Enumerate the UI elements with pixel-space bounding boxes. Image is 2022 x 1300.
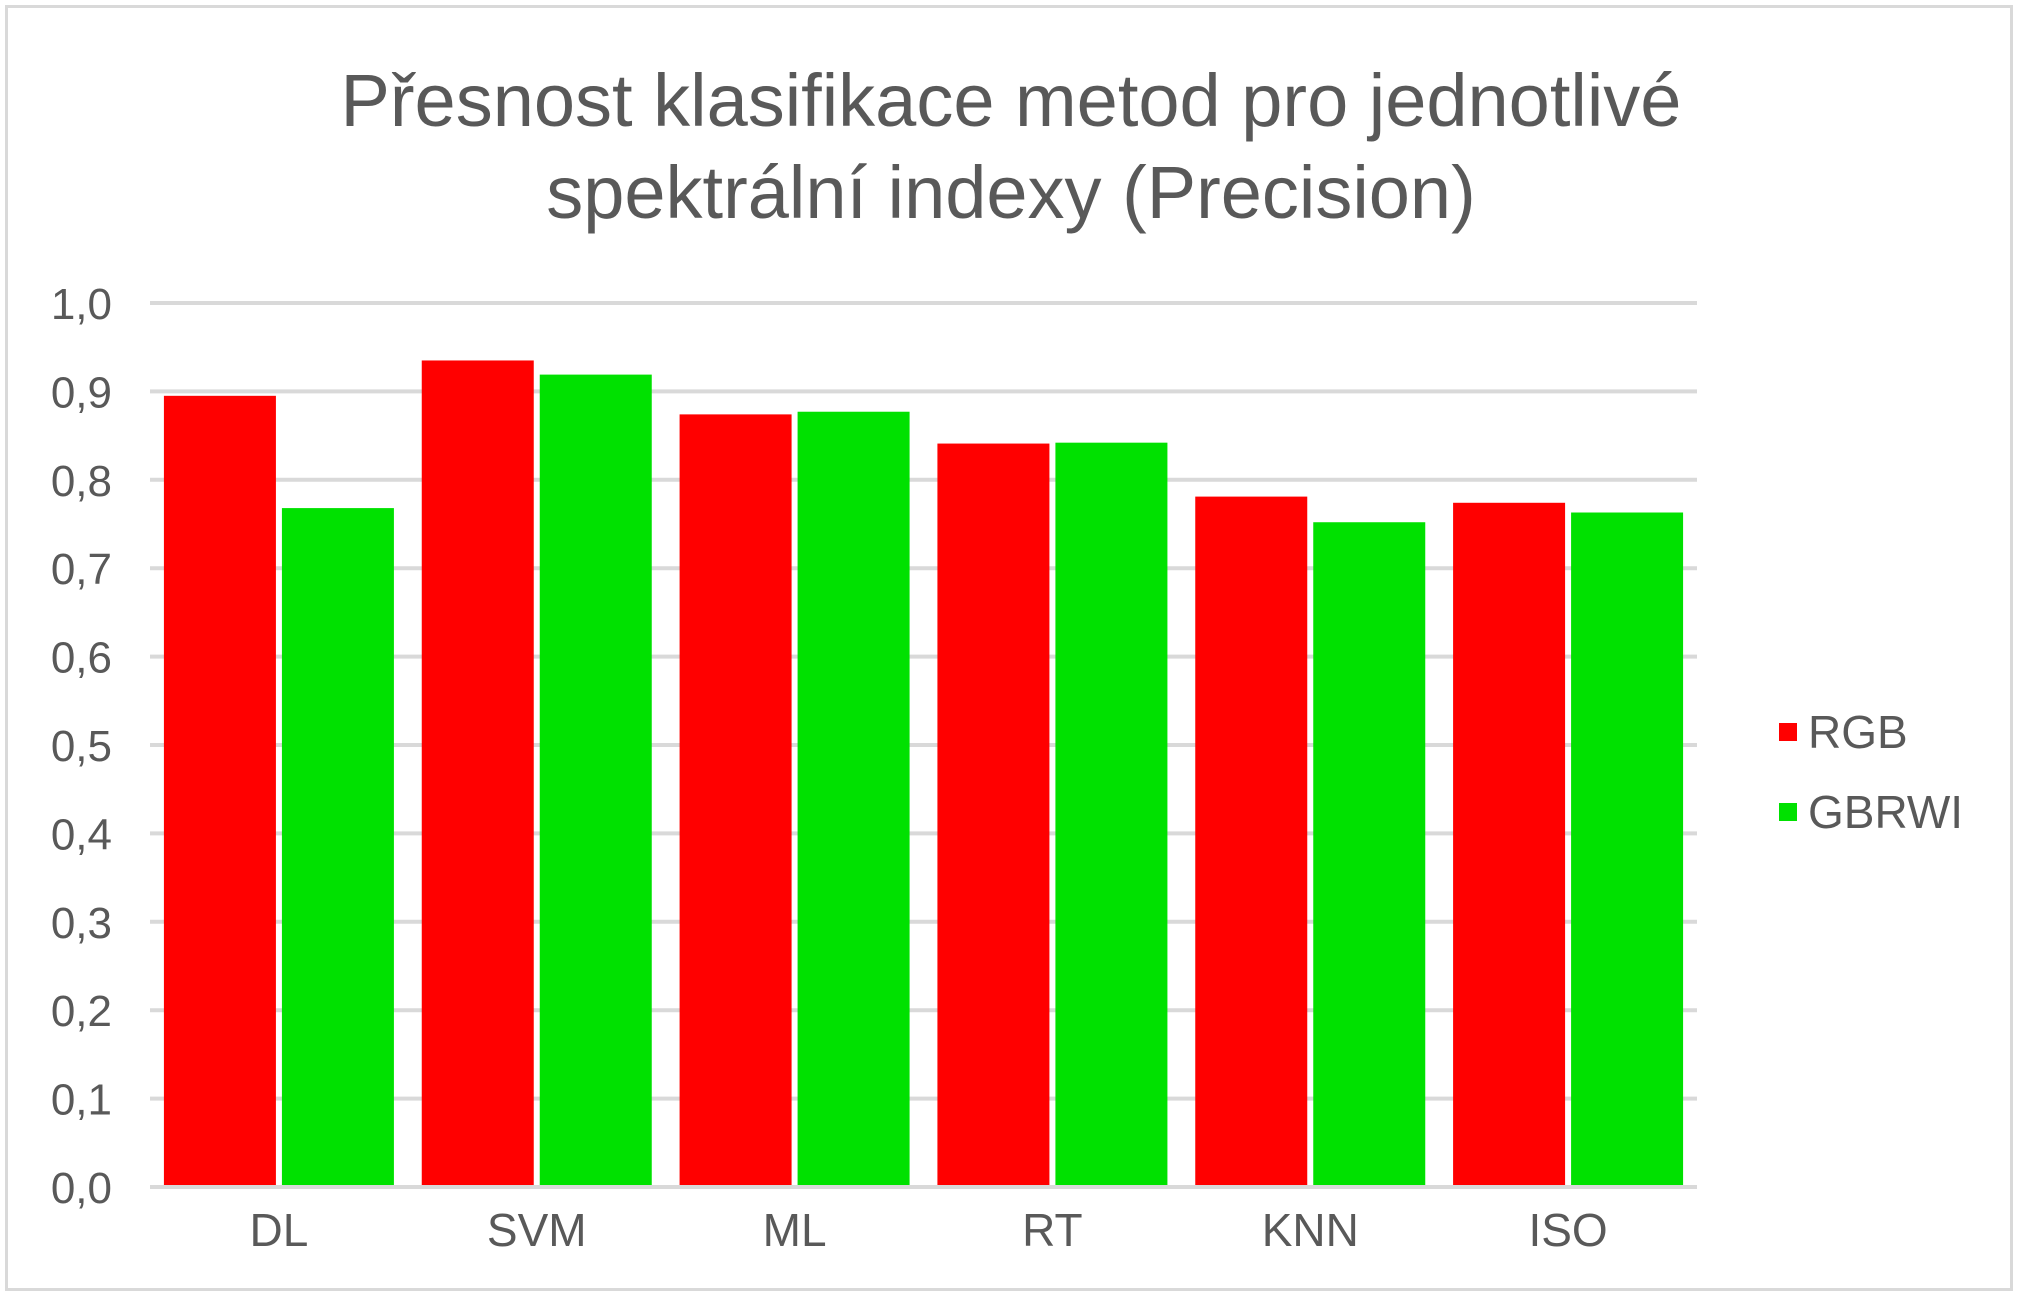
x-tick-label: RT (1022, 1204, 1083, 1256)
bar-rgb-knn (1195, 496, 1308, 1187)
chart-title: Přesnost klasifikace metod pro jednotliv… (340, 59, 1682, 234)
bar-gbrwi-ml (797, 411, 910, 1187)
y-tick-label: 0,5 (51, 722, 112, 771)
y-tick-label: 0,6 (51, 634, 112, 683)
y-tick-label: 0,1 (51, 1076, 112, 1125)
y-tick-label: 0,2 (51, 987, 112, 1036)
legend-label-gbrwi: GBRWI (1808, 786, 1964, 838)
legend-swatch-rgb (1778, 722, 1798, 742)
bar-gbrwi-rt (1055, 442, 1168, 1187)
y-tick-label: 0,7 (51, 545, 112, 594)
bar-rgb-dl (163, 395, 276, 1187)
y-tick-label: 0,0 (51, 1164, 112, 1213)
y-tick-label: 0,9 (51, 368, 112, 417)
chart-legend: RGB GBRWI (1778, 692, 1963, 852)
legend-label-rgb: RGB (1808, 706, 1908, 758)
bar-gbrwi-dl (281, 508, 394, 1187)
y-tick-label: 0,4 (51, 810, 112, 859)
legend-item-rgb: RGB (1778, 692, 1963, 772)
x-tick-label: SVM (487, 1204, 587, 1256)
bar-rgb-rt (937, 443, 1050, 1187)
x-tick-label: KNN (1262, 1204, 1359, 1256)
legend-item-gbrwi: GBRWI (1778, 772, 1963, 852)
bar-rgb-iso (1453, 502, 1566, 1187)
bar-gbrwi-iso (1571, 512, 1684, 1187)
legend-swatch-gbrwi (1778, 802, 1798, 822)
bar-gbrwi-svm (539, 374, 652, 1187)
y-tick-label: 1,0 (51, 280, 112, 329)
bar-rgb-ml (679, 414, 792, 1187)
x-tick-label: ISO (1528, 1204, 1607, 1256)
x-tick-label: DL (250, 1204, 309, 1256)
y-tick-label: 0,3 (51, 899, 112, 948)
bar-rgb-svm (421, 360, 534, 1188)
y-tick-label: 0,8 (51, 457, 112, 506)
bar-gbrwi-knn (1313, 522, 1426, 1187)
x-tick-label: ML (763, 1204, 827, 1256)
